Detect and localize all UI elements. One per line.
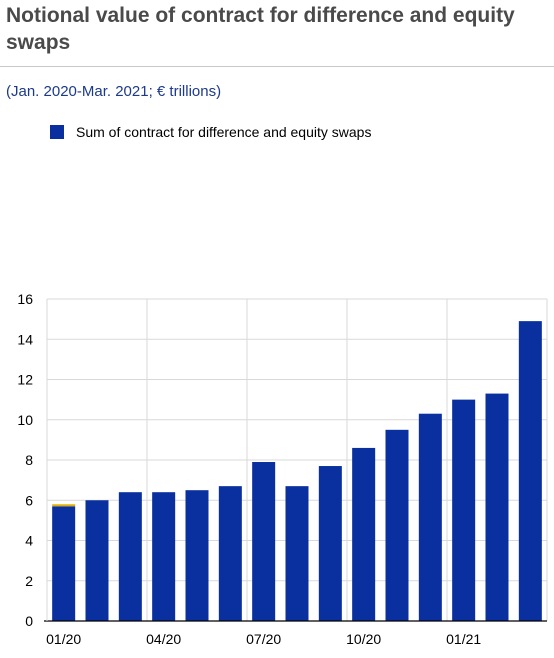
chart-legend: Sum of contract for difference and equit… [50,124,371,140]
y-tick-label: 12 [17,372,33,388]
y-tick-label: 8 [25,452,33,468]
legend-label: Sum of contract for difference and equit… [76,124,372,140]
bar [418,413,442,621]
x-tick-label: 04/20 [146,631,181,647]
bar [218,486,242,621]
x-tick-label: 01/21 [446,631,481,647]
y-tick-label: 2 [25,573,33,589]
bar [85,500,109,621]
bar [452,399,476,621]
bar [118,492,142,621]
y-tick-label: 6 [25,492,33,508]
bar [185,490,209,621]
y-tick-label: 14 [17,331,33,347]
y-tick-label: 4 [25,533,33,549]
y-tick-label: 0 [25,613,33,629]
bar [518,321,542,621]
bar-top-segment [52,504,76,507]
y-tick-label: 10 [17,412,33,428]
bar [485,393,509,621]
bar [352,447,376,621]
title-divider [0,66,554,67]
chart-title: Notional value of contract for differenc… [6,4,515,54]
bar [318,466,342,621]
bar [385,429,409,621]
x-tick-label: 01/20 [46,631,81,647]
bar [285,486,309,621]
y-tick-label: 16 [17,291,33,307]
x-tick-label: 07/20 [246,631,281,647]
chart-subtitle: (Jan. 2020-Mar. 2021; € trillions) [6,83,222,100]
bar [152,492,176,621]
bar [52,506,76,621]
bar [252,462,276,621]
legend-swatch [50,125,64,139]
x-tick-label: 10/20 [346,631,381,647]
